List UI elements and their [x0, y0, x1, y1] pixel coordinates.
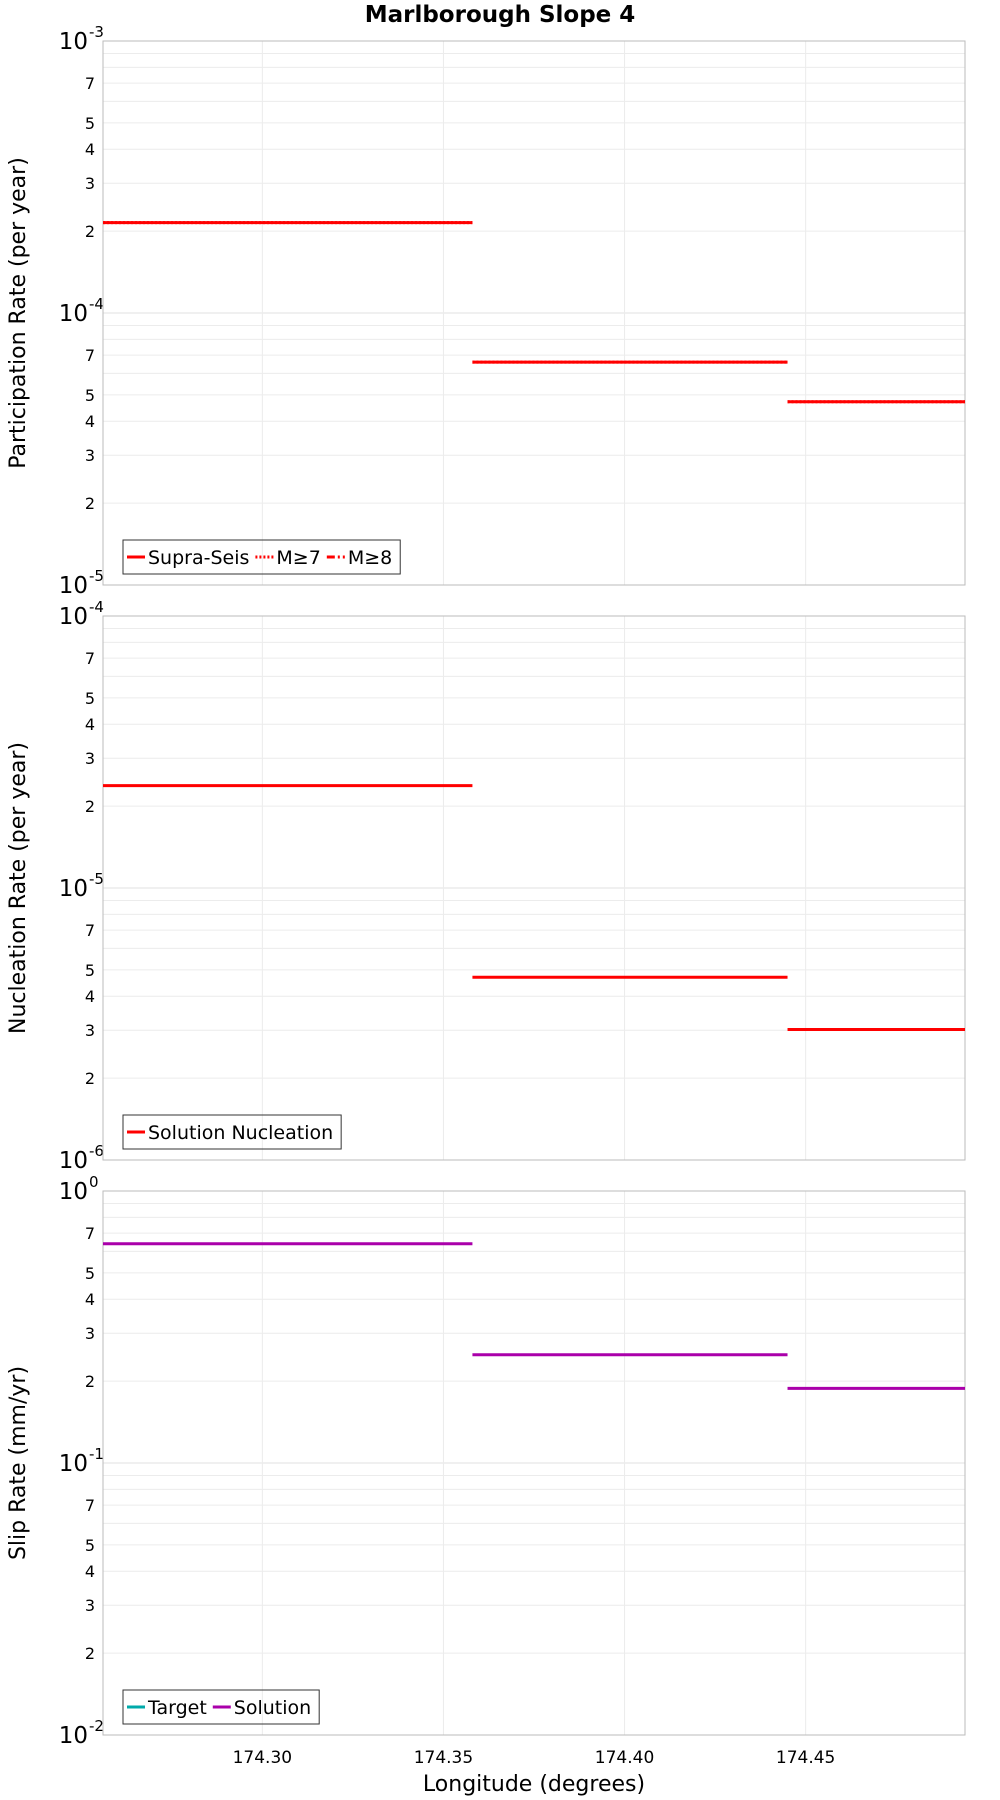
y-tick-label: 5: [85, 961, 95, 980]
y-tick-label: 4: [85, 1562, 95, 1581]
x-tick-label: 174.35: [414, 1748, 473, 1768]
legend-label: Solution: [234, 1697, 311, 1719]
y-major-tick-exponent: -5: [89, 870, 104, 888]
y-axis-label: Participation Rate (per year): [6, 157, 31, 469]
plot-border: [102, 40, 966, 586]
y-tick-label: 7: [85, 74, 95, 93]
y-tick-label: 4: [85, 1290, 95, 1309]
y-major-tick-label: 10: [59, 1723, 88, 1749]
legend-label: M≥7: [276, 547, 320, 569]
y-major-tick-exponent: -4: [89, 598, 104, 616]
y-tick-label: 2: [85, 222, 95, 241]
y-tick-label: 5: [85, 114, 95, 133]
y-major-tick-label: 10: [59, 1148, 88, 1174]
y-tick-label: 3: [85, 1021, 95, 1040]
y-tick-label: 2: [85, 1069, 95, 1088]
y-major-tick-exponent: -1: [89, 1445, 104, 1463]
legend-label: Target: [147, 1697, 207, 1719]
y-major-tick-exponent: -6: [89, 1142, 104, 1160]
chart-title: Marlborough Slope 4: [365, 2, 636, 28]
y-tick-label: 3: [85, 174, 95, 193]
y-tick-label: 7: [85, 1224, 95, 1243]
x-axis-label: Longitude (degrees): [423, 1772, 645, 1797]
y-tick-label: 5: [85, 1536, 95, 1555]
grid-lines: [103, 616, 965, 1161]
y-major-tick-label: 10: [59, 29, 88, 55]
series-solution-nucleation: [103, 784, 965, 1031]
legend: Target Solution: [122, 1689, 320, 1725]
y-major-tick-label: 10: [59, 301, 88, 327]
plot-border: [102, 615, 966, 1161]
y-tick-label: 2: [85, 797, 95, 816]
x-tick-label: 174.40: [595, 1748, 654, 1768]
y-tick-label: 3: [85, 446, 95, 465]
y-tick-label: 7: [85, 649, 95, 668]
y-tick-label: 3: [85, 749, 95, 768]
legend-box: [122, 1114, 342, 1150]
legend: Solution Nucleation: [122, 1114, 342, 1150]
y-major-tick-exponent: -5: [89, 567, 104, 585]
y-tick-label: 2: [85, 1372, 95, 1391]
y-major-tick-exponent: -3: [89, 23, 104, 41]
y-tick-label: 2: [85, 494, 95, 513]
y-major-tick-label: 10: [59, 1179, 88, 1205]
y-tick-label: 4: [85, 715, 95, 734]
y-tick-label: 3: [85, 1596, 95, 1615]
y-tick-label: 5: [85, 386, 95, 405]
grid-lines: [103, 1191, 965, 1736]
legend-label: Solution Nucleation: [148, 1122, 333, 1144]
y-tick-label: 7: [85, 1496, 95, 1515]
x-tick-label: 174.45: [776, 1748, 835, 1768]
y-axis-label: Slip Rate (mm/yr): [6, 1366, 31, 1560]
y-major-tick-exponent: -2: [89, 1717, 104, 1735]
y-tick-label: 5: [85, 1264, 95, 1283]
y-major-tick-label: 10: [59, 1451, 88, 1477]
series-m-7: [103, 221, 965, 404]
legend-box: [122, 539, 401, 575]
legend: Supra-Seis M≥7 M≥8: [122, 539, 401, 575]
y-tick-label: 4: [85, 412, 95, 431]
legend-box: [122, 1689, 320, 1725]
legend-label: M≥8: [348, 547, 392, 569]
y-major-tick-exponent: -4: [89, 295, 104, 313]
y-major-tick-label: 10: [59, 876, 88, 902]
y-tick-label: 7: [85, 921, 95, 940]
y-major-tick-exponent: 0: [89, 1173, 99, 1191]
y-tick-label: 2: [85, 1644, 95, 1663]
grid-lines: [103, 41, 965, 586]
y-tick-label: 4: [85, 987, 95, 1006]
y-tick-label: 5: [85, 689, 95, 708]
y-tick-label: 7: [85, 346, 95, 365]
y-axis-label: Nucleation Rate (per year): [6, 742, 31, 1034]
series-solution: [103, 1242, 965, 1390]
y-tick-label: 4: [85, 140, 95, 159]
legend-label: Supra-Seis: [148, 547, 249, 569]
plot-border: [102, 1190, 966, 1736]
x-tick-label: 174.30: [233, 1748, 292, 1768]
y-tick-label: 3: [85, 1324, 95, 1343]
y-major-tick-label: 10: [59, 573, 88, 599]
y-major-tick-label: 10: [59, 604, 88, 630]
